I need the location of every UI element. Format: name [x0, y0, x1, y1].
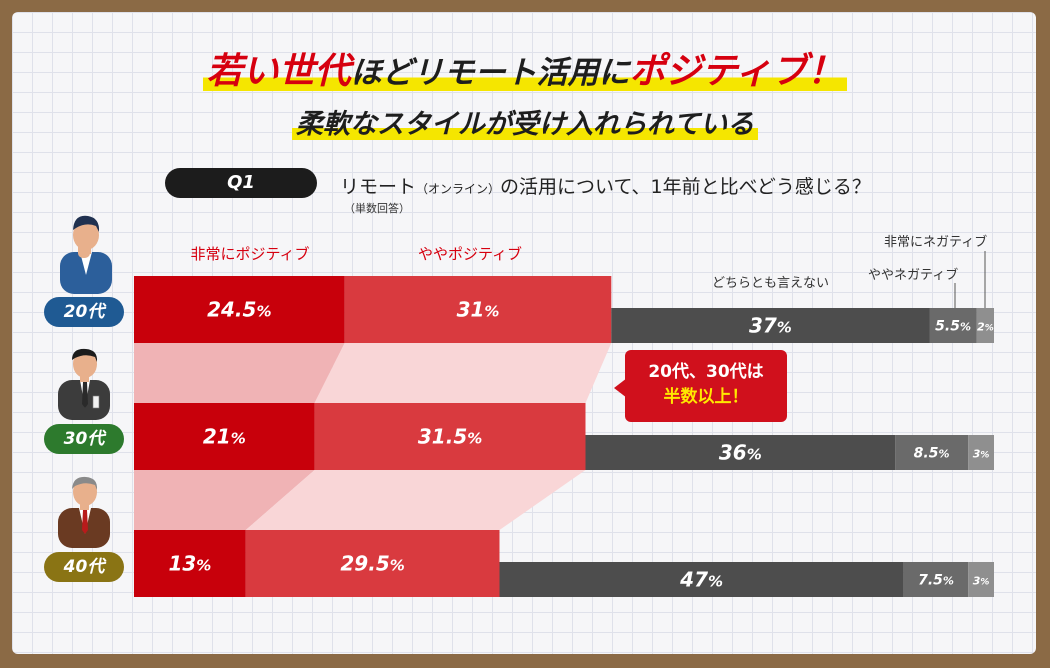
bar-2-4: [968, 562, 994, 597]
bar-1-1: [314, 403, 586, 470]
connector-very-positive-0: [134, 343, 345, 403]
bar-0-4: [976, 308, 994, 343]
bar-2-0: [134, 530, 246, 597]
bars-layer: 24.5% 31%37% 5.5% 2%21% 31.5%36% 8.5% 3%13% 29.…: [134, 276, 994, 597]
headline-emphasis-2: ポジティブ！: [629, 51, 844, 92]
legend-neutral: どちらとも言えない: [712, 276, 830, 291]
bar-label-0-3: 5.5%: [935, 319, 971, 335]
callout-bubble: 20代、30代は 半数以上！: [625, 350, 787, 422]
legend-very-positive: 非常にポジティブ: [190, 245, 310, 263]
question-text-b: の活用について、1年前と比べどう感じる？: [500, 176, 871, 198]
bar-label-1-4: 3%: [973, 448, 990, 461]
bar-label-0-4: 2%: [977, 321, 994, 334]
headline: 若い世代ほどリモート活用にポジティブ！: [0, 42, 1050, 94]
person-20s-icon: [60, 215, 112, 294]
headline-middle: ほどリモート活用に: [350, 55, 630, 91]
people-icons: [58, 215, 112, 548]
bar-label-unit-0-4: %: [985, 324, 994, 334]
connector-somewhat-positive-0: [314, 343, 612, 403]
bar-0-3: [929, 308, 977, 343]
bar-label-1-3: 8.5%: [914, 446, 950, 462]
bar-label-unit-1-2: %: [747, 446, 762, 464]
leader-lines: [954, 251, 986, 308]
question-text-paren: （オンライン）: [416, 182, 501, 196]
bar-label-0-0: 24.5%: [207, 298, 271, 322]
bar-label-unit-0-0: %: [256, 303, 271, 321]
callout-line-1: 20代、30代は: [648, 362, 764, 382]
legend-somewhat-negative: ややネガティブ: [868, 268, 959, 283]
question-text-a: リモート: [340, 176, 417, 198]
question-note: （単数回答）: [344, 202, 410, 215]
bar-label-2-3: 7.5%: [918, 573, 954, 589]
bar-label-unit-1-1: %: [467, 430, 482, 448]
bar-label-unit-2-2: %: [708, 573, 723, 591]
bar-label-0-2: 37%: [749, 314, 792, 338]
bar-0-2: [611, 308, 930, 343]
bar-label-unit-1-3: %: [938, 448, 949, 461]
bar-2-2: [499, 562, 904, 597]
age-badge-30s: 30代: [44, 424, 124, 454]
bar-label-2-4: 3%: [973, 575, 990, 588]
legend-very-negative: 非常にネガティブ: [884, 235, 988, 250]
bar-label-unit-2-1: %: [390, 557, 405, 575]
age-badge-20s: 20代: [44, 297, 124, 327]
headline-emphasis-1: 若い世代: [206, 51, 351, 92]
person-30s-icon: [58, 348, 110, 420]
legend-somewhat-positive: ややポジティブ: [417, 245, 523, 263]
bar-label-unit-1-0: %: [231, 430, 246, 448]
callout-tail: [614, 378, 627, 398]
subheadline: 柔軟なスタイルが受け入れられている: [0, 102, 1050, 141]
bar-2-3: [903, 562, 969, 597]
bar-1-3: [895, 435, 969, 470]
person-40s-icon: [58, 476, 110, 548]
connector-very-positive-1: [134, 470, 315, 530]
bar-2-1: [245, 530, 500, 597]
question-text: リモート（オンライン）の活用について、1年前と比べどう感じる？: [340, 172, 871, 199]
question-badge: Q1: [165, 168, 317, 198]
bar-0-0: [134, 276, 345, 343]
callout-line-2: 半数以上！: [663, 387, 749, 407]
bar-label-unit-0-3: %: [960, 321, 971, 334]
bar-label-2-2: 47%: [679, 568, 723, 592]
bar-label-unit-2-0: %: [196, 557, 211, 575]
bar-1-4: [968, 435, 994, 470]
bar-label-unit-2-4: %: [980, 578, 989, 588]
bar-label-unit-0-1: %: [484, 303, 499, 321]
bar-label-unit-1-4: %: [980, 451, 989, 461]
bar-label-1-1: 31.5%: [418, 425, 482, 449]
bar-1-2: [585, 435, 896, 470]
bar-label-unit-2-3: %: [943, 575, 954, 588]
bar-0-1: [344, 276, 612, 343]
connector-layer: [134, 343, 612, 530]
bar-1-0: [134, 403, 315, 470]
age-badge-40s: 40代: [44, 552, 124, 582]
bar-label-unit-0-2: %: [777, 319, 792, 337]
subheadline-text: 柔軟なスタイルが受け入れられている: [291, 109, 759, 140]
connector-somewhat-positive-1: [245, 470, 586, 530]
